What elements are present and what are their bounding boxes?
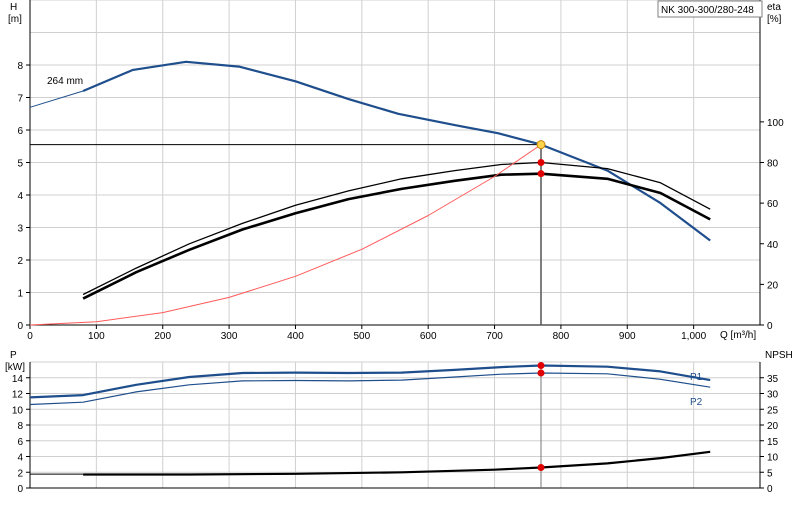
x-tick-label: 900 xyxy=(619,331,636,342)
y2-tick-label: 20 xyxy=(767,280,779,291)
y-tick-label: 6 xyxy=(17,437,23,448)
y-tick-label: 0 xyxy=(17,484,23,495)
y2-tick-label: 0 xyxy=(767,484,773,495)
x-tick-label: 1,000 xyxy=(681,331,706,342)
upper-y2-axis-unit: [%] xyxy=(767,14,782,25)
lower-y-axis-unit: [kW] xyxy=(5,362,25,373)
legend-p2: P2 xyxy=(690,397,703,408)
x-tick-label: 800 xyxy=(553,331,570,342)
x-tick-label: 300 xyxy=(221,331,238,342)
y2-tick-label: 20 xyxy=(767,421,779,432)
y2-tick-label: 35 xyxy=(767,374,779,385)
power-npsh-plot: 0 2 4 6 8 10 12 14 0 5 10 15 20 25 30 35 xyxy=(12,361,779,495)
operating-point-marker xyxy=(537,159,545,166)
y2-tick-label: 15 xyxy=(767,437,779,448)
x-tick-label: 400 xyxy=(287,331,304,342)
y-tick-label: 4 xyxy=(17,191,23,202)
system-curve xyxy=(29,144,542,326)
y-tick-label: 5 xyxy=(17,159,23,170)
x-tick-label: 100 xyxy=(88,331,105,342)
y2-tick-label: 25 xyxy=(767,405,779,416)
y-tick-label: 14 xyxy=(12,374,24,385)
y-tick-label: 4 xyxy=(17,453,23,464)
legend-p1: P1 xyxy=(690,372,703,383)
impeller-diameter-label: 264 mm xyxy=(47,76,83,87)
upper-y-axis-unit: [m] xyxy=(8,14,22,25)
x-tick-label: 0 xyxy=(27,331,33,342)
y-tick-label: 7 xyxy=(17,94,23,105)
y-tick-label: 1 xyxy=(17,289,23,300)
y2-tick-label: 10 xyxy=(767,453,779,464)
y2-tick-label: 5 xyxy=(767,468,773,479)
y-tick-label: 2 xyxy=(17,468,23,479)
upper-y2-axis-title: eta xyxy=(767,2,781,13)
y-tick-label: 8 xyxy=(17,421,23,432)
lower-y2-axis-title: NPSH xyxy=(765,350,793,361)
head-curve xyxy=(82,60,711,242)
upper-x-axis-title: Q [m³/h] xyxy=(720,330,756,341)
y2-tick-label: 40 xyxy=(767,240,779,251)
y2-tick-label: 100 xyxy=(767,118,784,129)
y2-tick-label: 60 xyxy=(767,199,779,210)
power-p1-curve xyxy=(29,364,711,399)
y-tick-label: 6 xyxy=(17,126,23,137)
pump-model-label: NK 300-300/280-248 xyxy=(661,5,754,16)
y-tick-label: 2 xyxy=(17,256,23,267)
y2-tick-label: 80 xyxy=(767,159,779,170)
y-tick-label: 8 xyxy=(17,61,23,72)
pump-model-box xyxy=(657,0,763,18)
operating-point-marker xyxy=(537,369,545,377)
head-curve-extension xyxy=(29,90,84,108)
lower-y-axis-title: P xyxy=(10,350,17,361)
duty-point-marker xyxy=(536,140,546,150)
y-tick-label: 10 xyxy=(12,405,24,416)
efficiency-curve-lower xyxy=(82,172,711,300)
y-tick-label: 3 xyxy=(17,224,23,235)
operating-point-marker xyxy=(537,362,545,370)
x-tick-label: 700 xyxy=(486,331,503,342)
y-tick-label: 0 xyxy=(17,321,23,332)
x-tick-label: 200 xyxy=(154,331,171,342)
operating-point-marker xyxy=(537,464,545,472)
x-tick-label: 600 xyxy=(420,331,437,342)
y2-tick-label: 0 xyxy=(767,321,773,332)
npsh-curve xyxy=(83,450,711,476)
y2-tick-label: 30 xyxy=(767,390,779,401)
operating-point-marker xyxy=(537,170,545,178)
power-p2-curve xyxy=(29,372,711,406)
chart-labels: NK 300-300/280-248 H [m] eta [%] Q [m³/h… xyxy=(5,0,793,408)
y-tick-label: 12 xyxy=(12,390,24,401)
x-tick-label: 500 xyxy=(353,331,370,342)
efficiency-curve-upper xyxy=(82,161,711,296)
upper-y-axis-title: H xyxy=(10,2,17,13)
